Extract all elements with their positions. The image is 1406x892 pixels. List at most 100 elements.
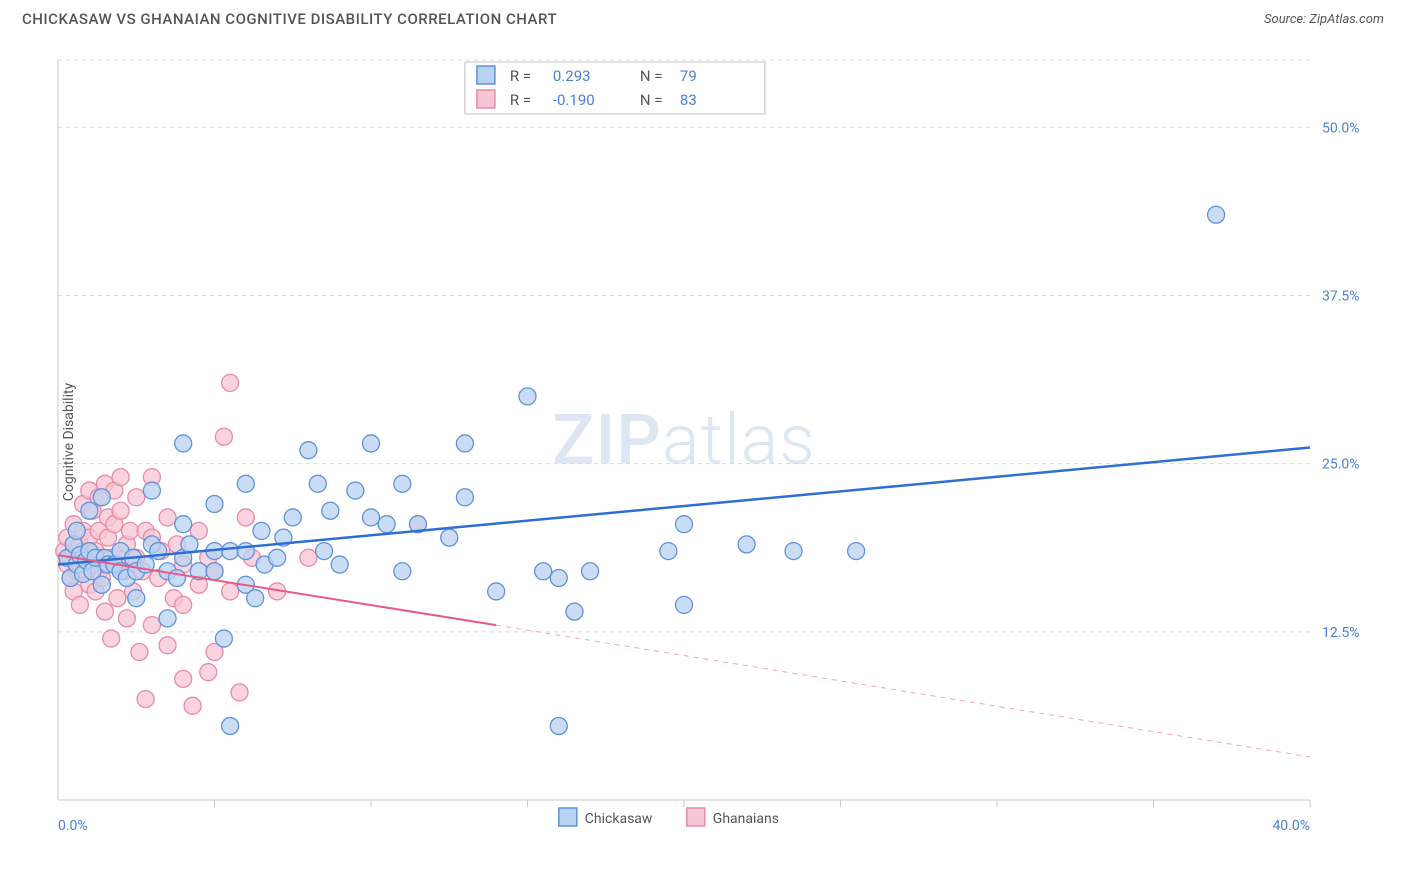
data-point <box>175 670 192 687</box>
trend-line-pink-extrapolated <box>496 625 1310 757</box>
data-point <box>676 516 693 533</box>
data-point <box>131 644 148 661</box>
data-point <box>159 509 176 526</box>
source-label: Source: ZipAtlas.com <box>1264 12 1384 27</box>
data-point <box>269 549 286 566</box>
y-tick-label: 37.5% <box>1322 288 1360 304</box>
legend-n-label: N = <box>640 67 663 85</box>
data-point <box>378 516 395 533</box>
data-point <box>535 563 552 580</box>
data-point <box>71 596 88 613</box>
data-point <box>222 374 239 391</box>
data-point <box>206 496 223 513</box>
legend-r-label: R = <box>510 67 531 85</box>
data-point <box>660 543 677 560</box>
data-point <box>68 522 85 539</box>
legend-n-value: 83 <box>680 91 697 109</box>
data-point <box>394 475 411 492</box>
x-end-label: 40.0% <box>1272 818 1310 834</box>
data-point <box>103 630 120 647</box>
legend-r-value: -0.190 <box>553 91 595 109</box>
x-origin-label: 0.0% <box>58 818 88 834</box>
data-point <box>309 475 326 492</box>
data-point <box>331 556 348 573</box>
data-point <box>300 442 317 459</box>
data-point <box>112 502 129 519</box>
data-point <box>582 563 599 580</box>
data-point <box>347 482 364 499</box>
data-point <box>394 563 411 580</box>
data-point <box>96 603 113 620</box>
data-point <box>237 475 254 492</box>
data-point <box>222 583 239 600</box>
data-point <box>143 482 160 499</box>
data-point <box>184 697 201 714</box>
data-point <box>159 637 176 654</box>
data-point <box>676 596 693 613</box>
data-point <box>200 664 217 681</box>
data-point <box>93 489 110 506</box>
data-point <box>550 570 567 587</box>
data-point <box>322 502 339 519</box>
legend-swatch <box>477 90 495 108</box>
data-point <box>175 435 192 452</box>
data-point <box>237 509 254 526</box>
y-axis-label: Cognitive Disability <box>61 383 77 501</box>
data-point <box>109 590 126 607</box>
data-point <box>363 509 380 526</box>
data-point <box>237 543 254 560</box>
data-point <box>566 603 583 620</box>
data-point <box>150 543 167 560</box>
legend-r-label: R = <box>510 91 531 109</box>
data-point <box>519 388 536 405</box>
data-point <box>231 684 248 701</box>
data-point <box>215 630 232 647</box>
data-point <box>118 610 135 627</box>
legend-series-label: Chickasaw <box>585 811 653 827</box>
data-point <box>128 489 145 506</box>
data-point <box>121 522 138 539</box>
data-point <box>738 536 755 553</box>
data-point <box>247 590 264 607</box>
data-point <box>550 718 567 735</box>
data-point <box>848 543 865 560</box>
data-point <box>253 522 270 539</box>
data-point <box>488 583 505 600</box>
legend-swatch <box>687 808 705 826</box>
legend-series-label: Ghanaians <box>713 811 779 827</box>
data-point <box>137 691 154 708</box>
legend-swatch <box>477 66 495 84</box>
data-point <box>222 543 239 560</box>
data-point <box>112 469 129 486</box>
data-point <box>175 596 192 613</box>
y-tick-label: 12.5% <box>1322 625 1360 641</box>
data-point <box>93 576 110 593</box>
data-point <box>1208 206 1225 223</box>
chart-title: CHICKASAW VS GHANAIAN COGNITIVE DISABILI… <box>22 10 557 28</box>
data-point <box>181 536 198 553</box>
legend-swatch <box>559 808 577 826</box>
data-point <box>316 543 333 560</box>
data-point <box>81 502 98 519</box>
data-point <box>128 590 145 607</box>
scatter-chart: ZIPatlas 12.5% 25.0% 37.5% 50.0% 0.0% 40.0% R =… <box>50 42 1380 842</box>
y-tick-label: 50.0% <box>1322 120 1360 136</box>
data-point <box>441 529 458 546</box>
data-point <box>143 617 160 634</box>
data-point <box>159 610 176 627</box>
legend-n-label: N = <box>640 91 663 109</box>
data-point <box>175 516 192 533</box>
data-point <box>284 509 301 526</box>
data-point <box>363 435 380 452</box>
data-point <box>785 543 802 560</box>
watermark: ZIPatlas <box>552 400 816 482</box>
data-point <box>456 435 473 452</box>
data-point <box>168 570 185 587</box>
data-point <box>222 718 239 735</box>
data-point <box>456 489 473 506</box>
data-point <box>215 428 232 445</box>
y-tick-label: 25.0% <box>1322 457 1360 473</box>
legend-r-value: 0.293 <box>553 67 591 85</box>
data-point <box>206 563 223 580</box>
data-point <box>300 549 317 566</box>
